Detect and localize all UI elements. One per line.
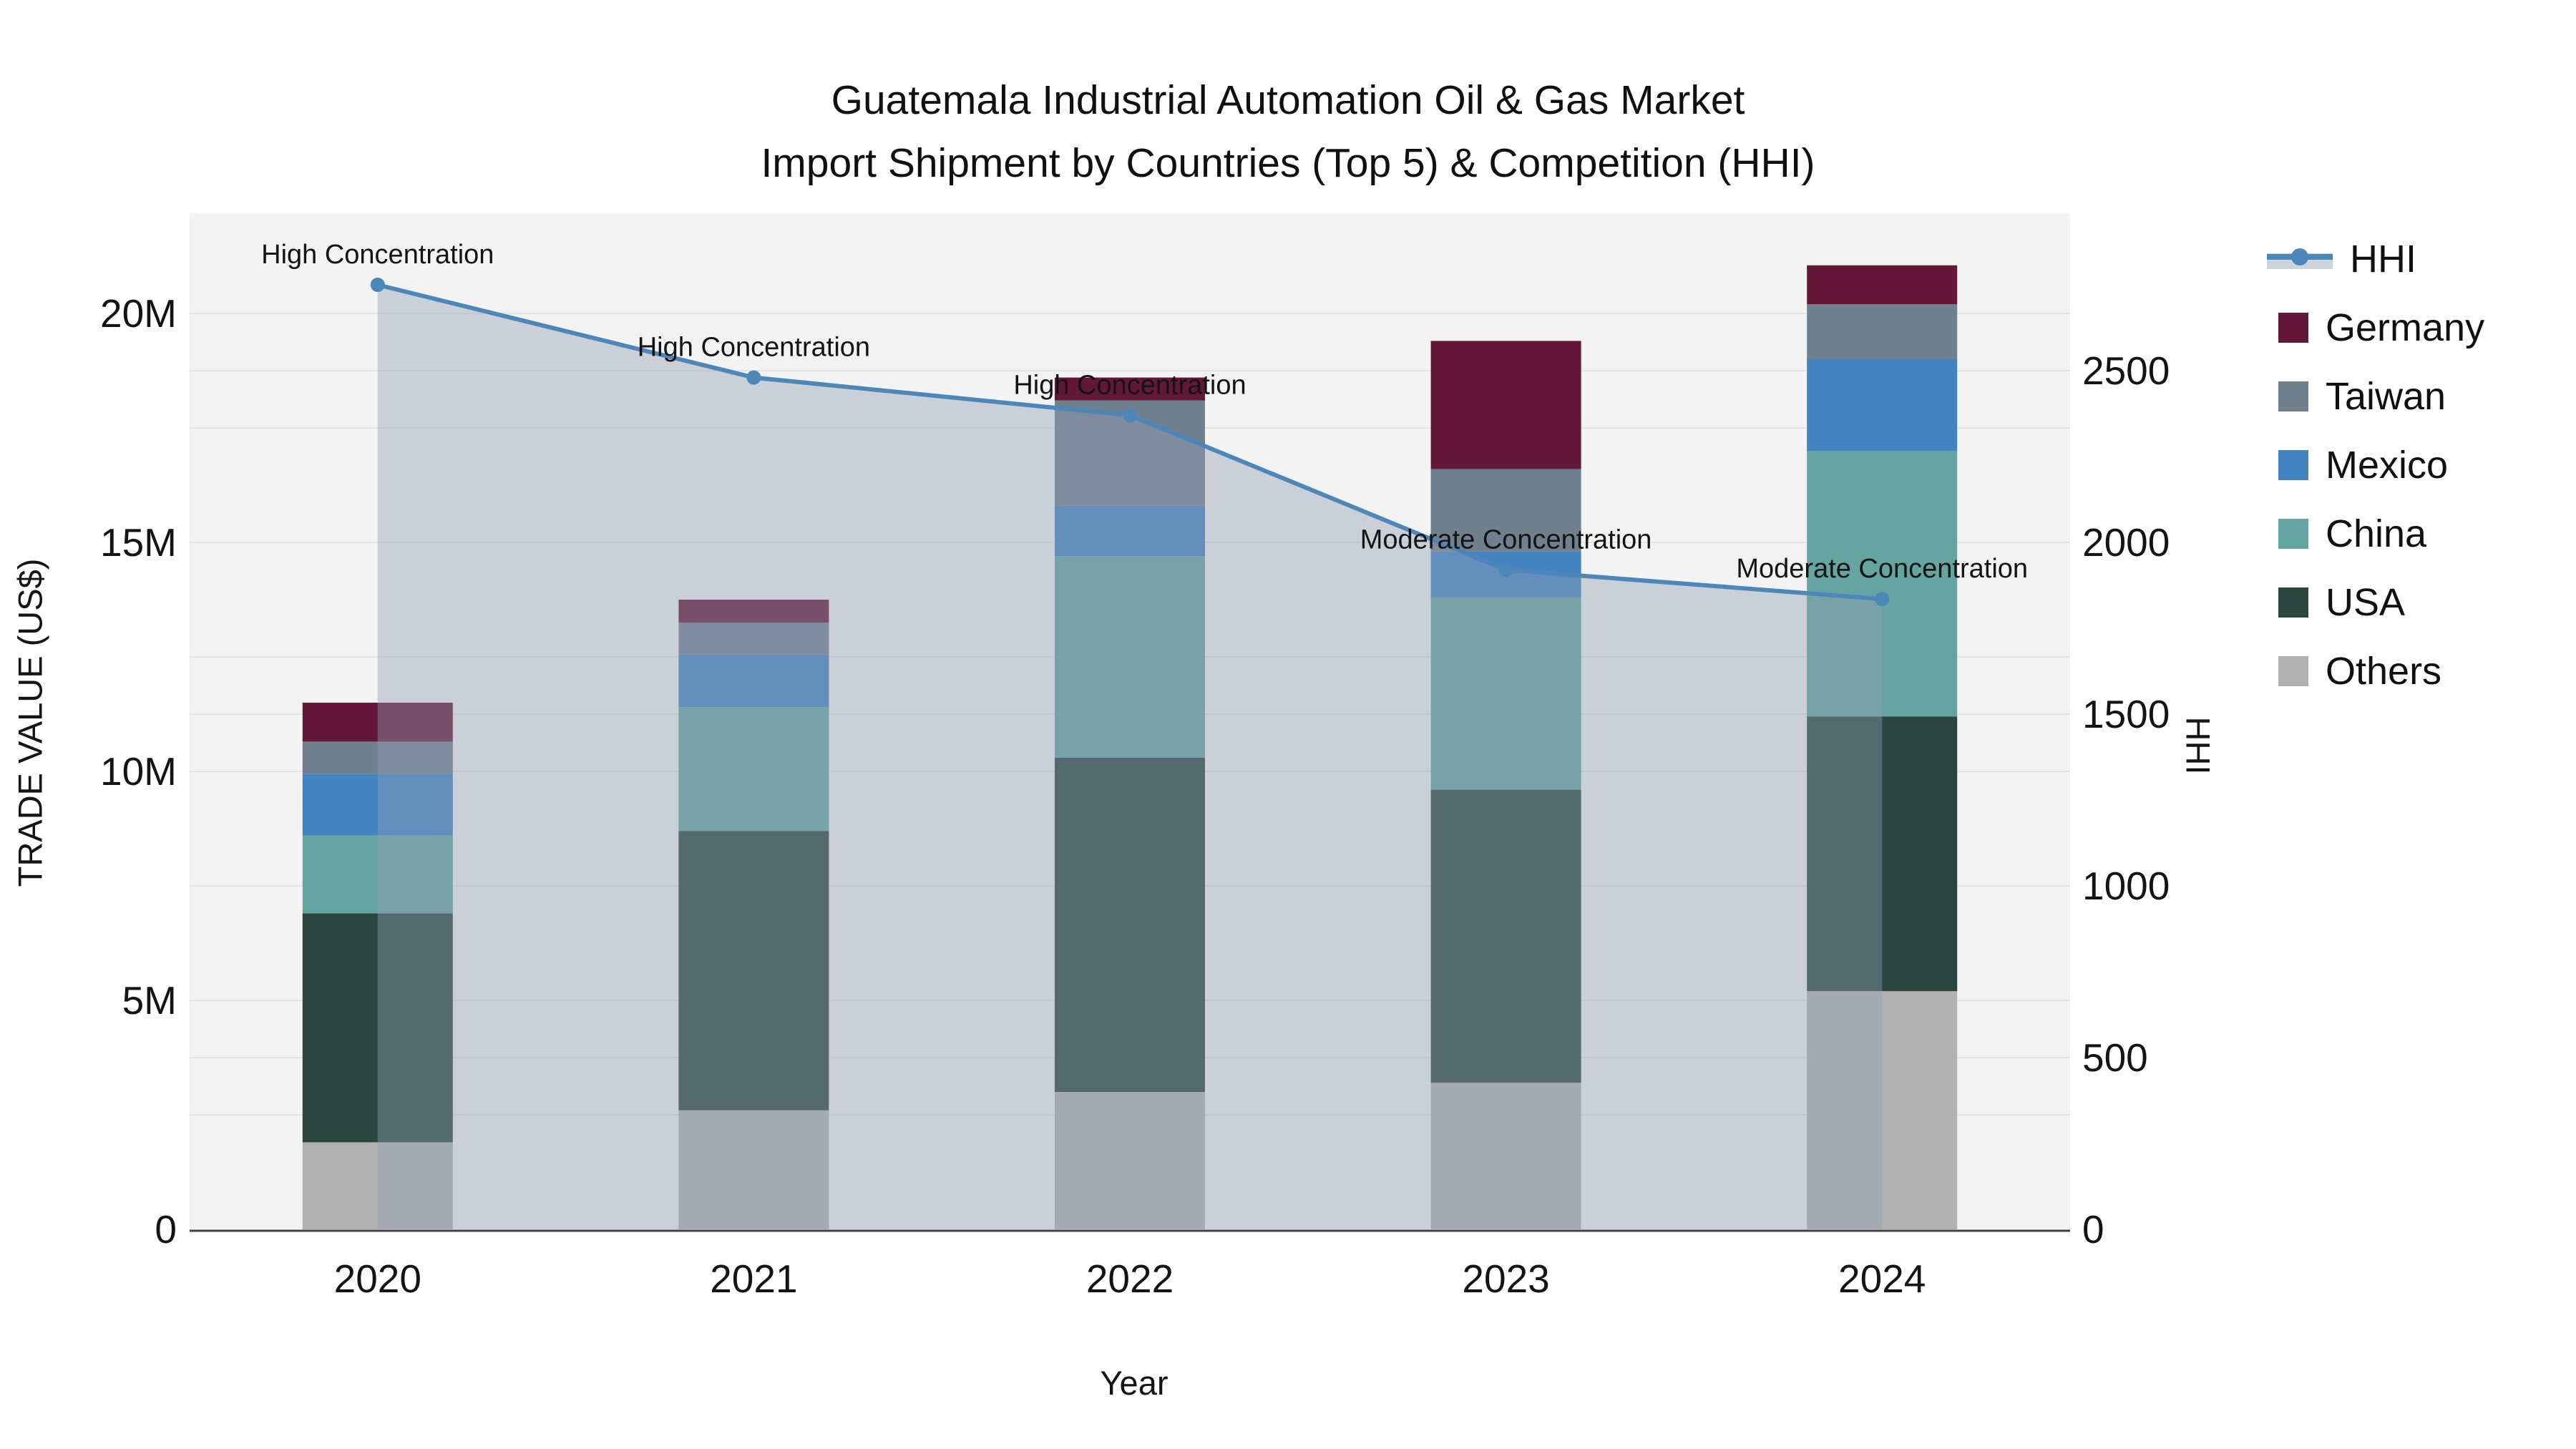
annotation-2023: Moderate Concentration: [1360, 525, 1652, 555]
bar-segment-taiwan-2020[interactable]: [302, 741, 453, 774]
x-tick-label: 2022: [1086, 1257, 1174, 1301]
bar-segment-mexico-2022[interactable]: [1055, 505, 1205, 557]
bar-segment-mexico-2020[interactable]: [302, 774, 453, 836]
y-left-tick-label: 5M: [122, 978, 177, 1023]
y-right-tick-label: 2500: [2082, 348, 2170, 393]
legend: HHI Germany Taiwan Mexico China USA Others: [2267, 238, 2485, 720]
annotation-2022: High Concentration: [1013, 370, 1246, 400]
legend-label: Germany: [2326, 306, 2485, 349]
y-right-tick-label: 1500: [2082, 692, 2170, 736]
legend-item-hhi[interactable]: HHI: [2267, 238, 2484, 280]
bar-segment-germany-2023[interactable]: [1430, 341, 1581, 469]
hhi-marker-2021[interactable]: [746, 370, 761, 385]
legend-item-others[interactable]: Others: [2267, 650, 2484, 693]
hhi-marker-2024[interactable]: [1875, 592, 1890, 607]
bar-segment-china-2021[interactable]: [678, 707, 829, 831]
bar-segment-china-2022[interactable]: [1055, 556, 1205, 758]
bar-segment-taiwan-2024[interactable]: [1807, 304, 1958, 359]
legend-item-usa[interactable]: USA: [2267, 581, 2484, 624]
bar-segment-others-2024[interactable]: [1807, 991, 1958, 1229]
y-left-tick-label: 0: [155, 1207, 177, 1252]
bar-segment-others-2020[interactable]: [302, 1142, 453, 1229]
bar-segment-germany-2021[interactable]: [678, 600, 829, 623]
hhi-line-swatch-icon: [2267, 248, 2333, 270]
bar-segment-others-2022[interactable]: [1055, 1092, 1205, 1229]
bar-segment-usa-2022[interactable]: [1055, 757, 1205, 1092]
others-color-swatch-icon: [2278, 656, 2308, 686]
bar-segment-others-2021[interactable]: [678, 1110, 829, 1229]
mexico-color-swatch-icon: [2278, 450, 2308, 480]
legend-item-china[interactable]: China: [2267, 512, 2484, 555]
bar-segment-mexico-2024[interactable]: [1807, 359, 1958, 451]
bar-segment-mexico-2021[interactable]: [678, 654, 829, 708]
bar-segment-usa-2020[interactable]: [302, 913, 453, 1143]
y-left-axis-title: TRADE VALUE (US$): [11, 558, 49, 887]
germany-color-swatch-icon: [2278, 313, 2308, 343]
y-left-tick-label: 10M: [100, 749, 177, 794]
legend-item-taiwan[interactable]: Taiwan: [2267, 375, 2484, 418]
hhi-marker-2023[interactable]: [1498, 562, 1513, 577]
bar-segment-taiwan-2021[interactable]: [678, 623, 829, 655]
y-right-tick-label: 0: [2082, 1207, 2104, 1252]
y-left-tick-label: 20M: [100, 291, 177, 336]
hhi-area-fill: [377, 285, 1883, 1229]
y-right-tick-label: 500: [2082, 1035, 2148, 1080]
y-right-tick-label: 2000: [2082, 520, 2170, 565]
china-color-swatch-icon: [2278, 519, 2308, 549]
annotation-2020: High Concentration: [261, 240, 494, 270]
x-tick-label: 2023: [1462, 1257, 1549, 1301]
legend-label: Taiwan: [2326, 375, 2446, 418]
hhi-marker-2022[interactable]: [1123, 408, 1137, 423]
legend-label: Others: [2326, 650, 2442, 693]
bar-segment-germany-2020[interactable]: [302, 703, 453, 742]
annotation-2021: High Concentration: [638, 333, 870, 363]
x-tick-label: 2020: [334, 1257, 421, 1301]
bar-segment-china-2024[interactable]: [1807, 451, 1958, 717]
bar-segment-others-2023[interactable]: [1430, 1083, 1581, 1229]
bar-segment-germany-2022[interactable]: [1055, 377, 1205, 401]
chart-title-line2: Import Shipment by Countries (Top 5) & C…: [761, 140, 1815, 186]
taiwan-color-swatch-icon: [2278, 381, 2308, 411]
y-right-tick-label: 1000: [2082, 864, 2170, 908]
legend-label: Mexico: [2326, 444, 2449, 487]
legend-item-mexico[interactable]: Mexico: [2267, 444, 2484, 487]
bar-segment-usa-2024[interactable]: [1807, 716, 1958, 992]
chart-title-line1: Guatemala Industrial Automation Oil & Ga…: [831, 77, 1745, 123]
legend-label: USA: [2326, 581, 2406, 624]
x-axis-title: Year: [1100, 1364, 1169, 1402]
hhi-marker-2020[interactable]: [370, 278, 385, 292]
usa-color-swatch-icon: [2278, 587, 2308, 618]
bar-segment-china-2023[interactable]: [1430, 597, 1581, 790]
legend-label: China: [2326, 512, 2427, 555]
legend-item-germany[interactable]: Germany: [2267, 306, 2485, 349]
y-left-tick-label: 15M: [100, 520, 177, 565]
bar-segment-usa-2023[interactable]: [1430, 789, 1581, 1083]
x-tick-label: 2024: [1838, 1257, 1926, 1301]
bar-segment-germany-2024[interactable]: [1807, 265, 1958, 305]
y-right-axis-title: HHI: [2179, 716, 2218, 775]
x-tick-label: 2021: [710, 1257, 797, 1301]
bar-segment-china-2020[interactable]: [302, 835, 453, 914]
bar-segment-taiwan-2023[interactable]: [1430, 469, 1581, 552]
bar-segment-usa-2021[interactable]: [678, 831, 829, 1111]
annotation-2024: Moderate Concentration: [1736, 554, 2028, 584]
legend-label: HHI: [2350, 238, 2416, 280]
chart-title: Guatemala Industrial Automation Oil & Ga…: [0, 69, 2576, 195]
